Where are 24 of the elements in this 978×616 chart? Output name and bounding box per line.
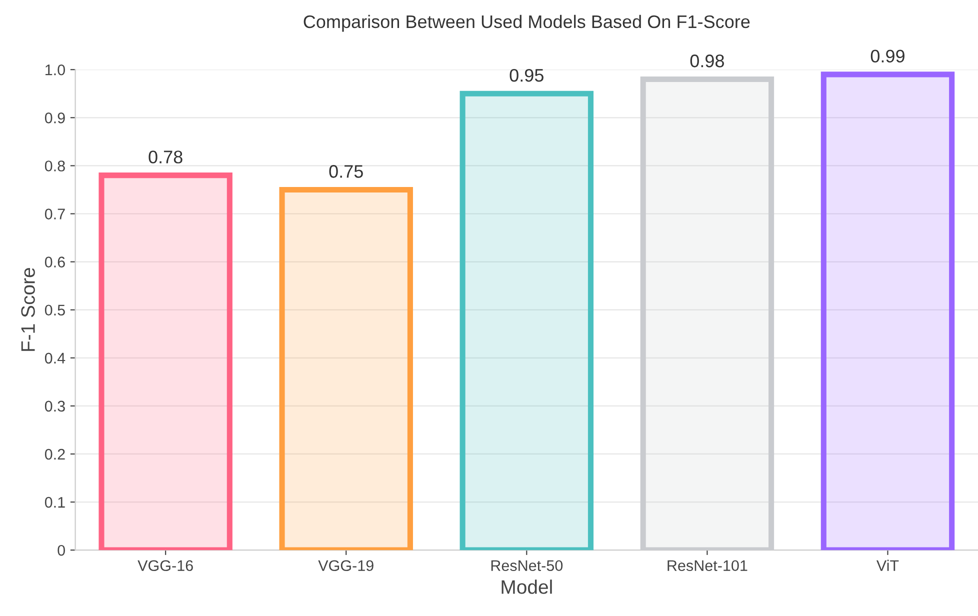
x-tick-label: ViT — [876, 560, 899, 571]
y-tick-label: 0.2 — [44, 448, 65, 460]
chart-title: Comparison Between Used Models Based On F1-Score — [304, 14, 750, 32]
x-tick-label: VGG-16 — [138, 560, 193, 572]
data-label: 0.98 — [690, 54, 724, 68]
y-tick-label: 0.4 — [44, 352, 66, 364]
x-tick-label: VGG-19 — [318, 560, 374, 572]
y-tick-label: 0.1 — [44, 496, 65, 508]
y-tick-label: 0 — [58, 544, 65, 556]
y-tick-label: 0.8 — [44, 160, 65, 172]
y-tick-label: 0.5 — [44, 304, 65, 316]
data-label: 0.78 — [148, 150, 182, 164]
y-tick-label: 0.6 — [44, 256, 65, 268]
y-tick-label: 0.3 — [44, 400, 65, 412]
x-axis-title: Model — [502, 580, 552, 594]
data-label: 0.99 — [870, 50, 904, 63]
data-label: 0.95 — [510, 68, 544, 82]
x-tick-label: ResNet-101 — [668, 560, 748, 572]
y-tick-label: 0.9 — [44, 112, 65, 124]
data-label: 0.75 — [329, 165, 363, 178]
x-tick-label: ResNet-50 — [491, 560, 563, 572]
y-tick-label: 0.7 — [44, 208, 65, 220]
y-axis-title: F-1 Score — [21, 268, 35, 351]
y-tick-label: 1.0 — [46, 64, 65, 76]
